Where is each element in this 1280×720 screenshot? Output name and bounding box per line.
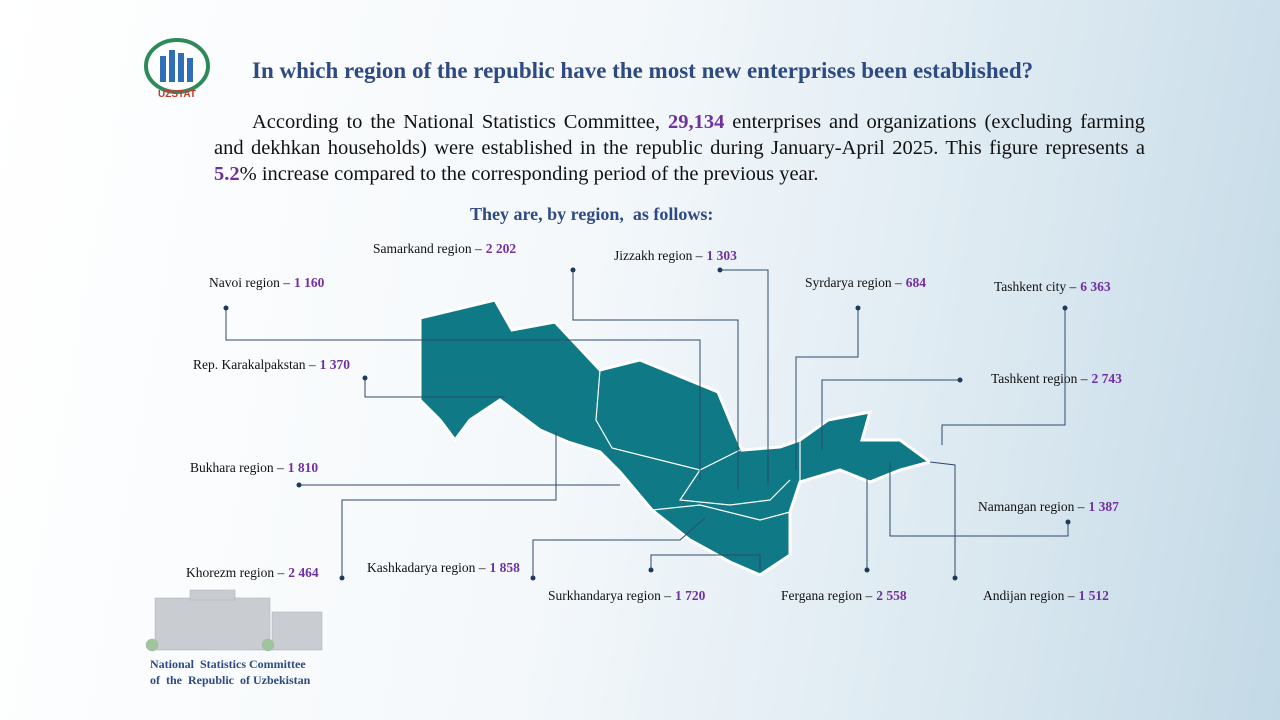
region-label: Rep. Karakalpakstan –1 370: [193, 357, 350, 373]
region-name: Kashkadarya region –: [367, 560, 486, 575]
title: In which region of the republic have the…: [252, 58, 1034, 83]
region-name: Navoi region –: [209, 275, 290, 290]
intro-text: According to the National Statistics Com…: [252, 111, 668, 133]
leader-dots: [223, 267, 1071, 581]
region-value: 2 558: [876, 588, 907, 603]
region-value: 1 160: [293, 275, 325, 290]
region-label: Fergana region –2 558: [781, 588, 907, 604]
region-label: Jizzakh region –1 303: [614, 248, 737, 264]
footer-line: of the Republic of Uzbekistan: [150, 673, 311, 687]
region-label: Andijan region –1 512: [983, 588, 1109, 604]
country-shape: [418, 298, 934, 577]
region-value: 1 858: [489, 560, 520, 575]
region-value: 1 512: [1078, 588, 1109, 603]
region-name: Andijan region –: [983, 588, 1075, 603]
intro-text: enterprises and organizations (excluding…: [214, 111, 1146, 159]
region-value: 684: [905, 275, 926, 290]
region-label: Tashkent city –6 363: [994, 279, 1111, 295]
intro: According to the National Statistics Com…: [214, 109, 1145, 187]
region-borders: [595, 369, 801, 521]
region-value: 1 387: [1088, 499, 1119, 514]
region-label: Tashkent region –2 743: [991, 371, 1122, 387]
region-value: 1 303: [706, 248, 737, 263]
region-label: Kashkadarya region –1 858: [367, 560, 520, 576]
footer: National Statistics Committee of the Rep…: [150, 656, 310, 688]
region-value: 1 720: [674, 588, 706, 603]
region-value: 2 743: [1091, 371, 1122, 386]
region-name: Bukhara region –: [190, 460, 284, 475]
region-name: Syrdarya region –: [805, 275, 902, 290]
region-value: 1 370: [319, 357, 350, 372]
region-value: 2 202: [485, 241, 517, 256]
region-label: Surkhandarya region –1 720: [548, 588, 705, 604]
intro-text: % increase compared to the corresponding…: [239, 163, 819, 185]
region-name: Jizzakh region –: [614, 248, 703, 263]
region-label: Namangan region –1 387: [978, 499, 1119, 515]
region-label: Samarkand region –2 202: [373, 241, 516, 257]
region-name: Namangan region –: [978, 499, 1085, 514]
logo-text: UZSTAT: [158, 89, 196, 100]
region-name: Khorezm region –: [186, 565, 285, 580]
region-value: 1 810: [287, 460, 319, 475]
leader-lines: [225, 269, 1069, 578]
region-label: Khorezm region –2 464: [186, 565, 319, 581]
region-name: Fergana region –: [781, 588, 873, 603]
logo: [144, 38, 210, 94]
footer-line: National Statistics Committee: [150, 657, 306, 671]
region-name: Surkhandarya region –: [548, 588, 671, 603]
region-label: Navoi region –1 160: [209, 275, 324, 291]
region-value: 6 363: [1080, 279, 1111, 294]
growth: 5.2: [214, 163, 240, 185]
region-label: Syrdarya region –684: [805, 275, 926, 291]
total: 29,134: [667, 111, 725, 133]
subtitle: They are, by region, as follows:: [470, 204, 714, 224]
region-name: Samarkand region –: [373, 241, 482, 256]
region-name: Rep. Karakalpakstan –: [193, 357, 316, 372]
region-value: 2 464: [288, 565, 319, 580]
region-name: Tashkent city –: [994, 279, 1077, 294]
building: [145, 589, 323, 652]
region-label: Bukhara region –1 810: [190, 460, 318, 476]
region-name: Tashkent region –: [991, 371, 1088, 386]
